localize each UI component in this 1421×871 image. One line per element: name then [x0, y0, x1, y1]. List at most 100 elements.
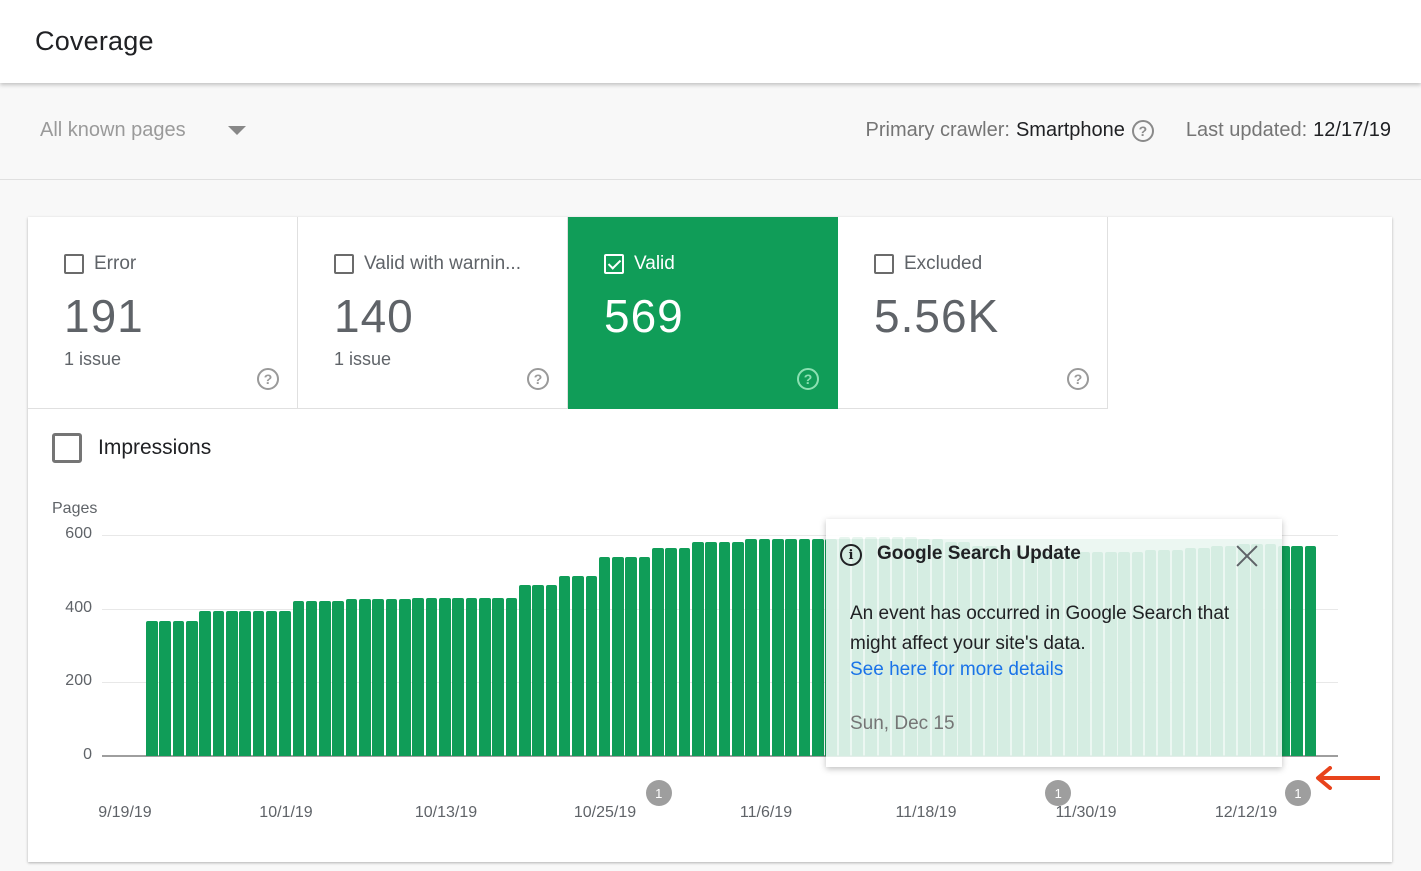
bar[interactable] [372, 599, 384, 756]
bar[interactable] [239, 610, 251, 756]
checkbox-icon[interactable] [334, 254, 354, 274]
tile-valid-with-warnings[interactable]: Valid with warnin... 140 1 issue ? [298, 217, 568, 409]
bar[interactable] [771, 538, 784, 756]
bar[interactable] [478, 597, 491, 756]
bar[interactable] [172, 620, 185, 756]
bar[interactable] [718, 542, 731, 756]
more-details-link[interactable]: See here for more details [850, 659, 1064, 680]
bar[interactable] [745, 538, 757, 756]
event-tooltip: i Google Search Update An event has occu… [826, 519, 1282, 767]
tile-subtext: 1 issue [334, 349, 392, 369]
bar[interactable] [811, 538, 824, 756]
bar[interactable] [598, 557, 611, 756]
impressions-toggle[interactable]: Impressions [52, 433, 211, 463]
help-icon[interactable]: ? [527, 368, 549, 390]
annotation-marker[interactable]: 1 [645, 780, 672, 806]
checkbox-icon[interactable] [52, 433, 82, 463]
bar[interactable] [492, 597, 504, 756]
help-icon[interactable]: ? [257, 368, 279, 390]
annotation-marker[interactable]: 1 [1285, 780, 1312, 806]
bar[interactable] [612, 557, 624, 756]
page-filter-dropdown[interactable]: All known pages [40, 119, 246, 142]
bar[interactable] [345, 599, 358, 756]
bar[interactable] [732, 542, 744, 756]
bar[interactable] [185, 620, 198, 756]
tile-count: 140 [334, 290, 414, 342]
bar[interactable] [545, 584, 558, 756]
page-title: Coverage [35, 26, 154, 56]
bar[interactable] [785, 538, 797, 756]
bar[interactable] [439, 597, 451, 756]
info-icon: i [840, 544, 862, 566]
x-axis-baseline [102, 755, 1338, 757]
bar[interactable] [305, 601, 318, 756]
close-icon[interactable] [1234, 543, 1260, 569]
bar[interactable] [505, 597, 518, 756]
tile-count: 569 [604, 290, 684, 342]
last-updated-value: 12/17/19 [1313, 119, 1391, 141]
bar[interactable] [319, 601, 331, 756]
filter-bar: All known pages Primary crawler: Smartph… [0, 83, 1421, 180]
annotation-marker[interactable]: 1 [1045, 780, 1072, 806]
bar[interactable] [452, 597, 464, 756]
tooltip-body: An event has occurred in Google Search t… [850, 603, 1230, 654]
bar[interactable] [798, 538, 811, 756]
bar[interactable] [678, 547, 691, 756]
bar[interactable] [265, 610, 278, 756]
y-axis-title: Pages [52, 500, 98, 517]
tile-label: Error [94, 253, 137, 274]
bar[interactable] [279, 610, 291, 756]
bar[interactable] [638, 557, 651, 756]
bar[interactable] [758, 538, 771, 756]
bar[interactable] [199, 610, 211, 756]
bar[interactable] [1291, 546, 1303, 756]
tile-valid[interactable]: Valid 569 ? [568, 217, 838, 409]
primary-crawler-value: Smartphone [1015, 119, 1125, 141]
tile-count: 5.56K [874, 290, 1000, 342]
bar[interactable] [146, 620, 158, 756]
bar[interactable] [705, 542, 717, 756]
impressions-label: Impressions [98, 436, 212, 459]
tile-label: Valid [634, 253, 675, 274]
bar[interactable] [692, 542, 704, 756]
help-icon[interactable]: ? [1131, 119, 1154, 142]
tooltip-title: Google Search Update [877, 543, 1081, 564]
bar[interactable] [225, 610, 238, 756]
tile-excluded[interactable]: Excluded 5.56K ? [838, 217, 1108, 409]
tile-error[interactable]: Error 191 1 issue ? [28, 217, 298, 409]
bar[interactable] [159, 620, 171, 756]
bar[interactable] [572, 575, 584, 756]
tile-label: Valid with warnin... [364, 253, 521, 274]
bar[interactable] [332, 601, 345, 756]
bar[interactable] [1278, 546, 1290, 756]
bar[interactable] [585, 575, 598, 756]
x-tick-label: 11/18/19 [895, 804, 957, 821]
bar[interactable] [359, 599, 371, 756]
bar[interactable] [558, 575, 571, 756]
bar[interactable] [518, 584, 531, 756]
bar[interactable] [465, 597, 478, 756]
bar[interactable] [292, 601, 305, 756]
bar[interactable] [212, 610, 225, 756]
help-icon[interactable]: ? [797, 368, 819, 390]
checkbox-checked-icon[interactable] [604, 254, 624, 274]
x-tick-label: 9/19/19 [98, 804, 152, 821]
bar[interactable] [1304, 546, 1317, 756]
bar[interactable] [425, 597, 438, 756]
checkbox-icon[interactable] [874, 254, 894, 274]
bar[interactable] [412, 597, 424, 756]
x-tick-label: 10/13/19 [414, 804, 478, 821]
x-tick-label: 10/1/19 [259, 804, 313, 821]
caret-down-icon [227, 126, 246, 135]
bar[interactable] [652, 547, 664, 756]
checkbox-icon[interactable] [64, 254, 84, 274]
dropdown-value: All known pages [40, 119, 186, 141]
bar[interactable] [252, 610, 265, 756]
primary-crawler-label: Primary crawler: [865, 119, 1010, 141]
bar[interactable] [665, 547, 677, 756]
bar[interactable] [625, 557, 638, 756]
help-icon[interactable]: ? [1067, 368, 1089, 390]
bar[interactable] [385, 599, 398, 756]
bar[interactable] [532, 584, 544, 756]
bar[interactable] [399, 599, 411, 756]
